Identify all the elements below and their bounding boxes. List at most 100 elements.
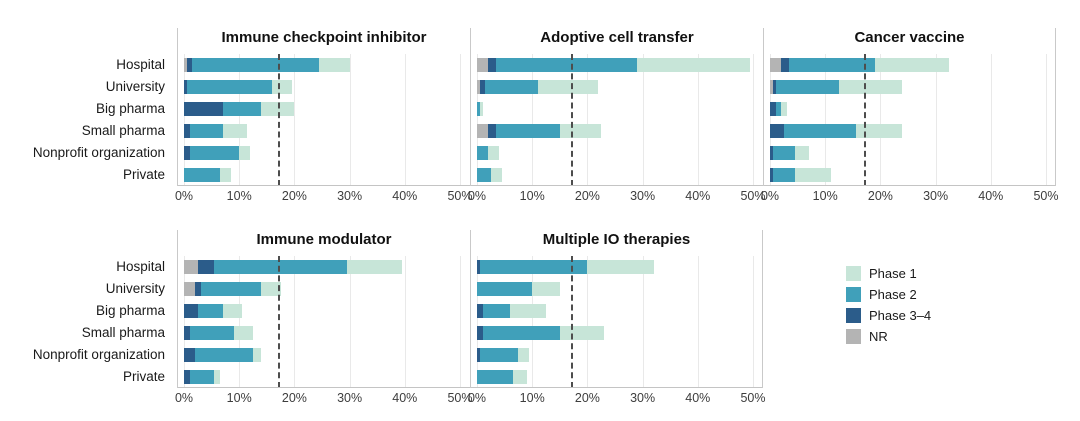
legend-item-phase-3-4: Phase 3–4 [846, 308, 931, 323]
gridline [990, 54, 992, 186]
bar-segment-phase-1 [239, 146, 251, 160]
bar-segment-phase-1 [874, 58, 950, 72]
bar-segment-phase-1 [261, 102, 295, 116]
gridline [642, 256, 644, 388]
bar-segment-phase-1 [233, 326, 253, 340]
bar-segment-phase-2 [783, 124, 856, 138]
category-label-private: Private [122, 167, 165, 182]
gridline [184, 54, 185, 186]
x-tick-label: 40% [392, 189, 418, 203]
bar-segment-phase-1 [532, 282, 560, 296]
bar-row-small-pharma [477, 124, 602, 138]
gridline [404, 54, 406, 186]
bar-segment-phase-3-4 [770, 146, 773, 160]
bar-segment-phase-1 [559, 124, 602, 138]
bar-row-small-pharma [184, 124, 248, 138]
bar-segment-nr [477, 124, 489, 138]
x-tick-label: 50% [447, 189, 473, 203]
bar-segment-phase-3-4 [770, 102, 776, 116]
bar-segment-phase-1 [587, 260, 654, 274]
bar-row-big-pharma [770, 102, 787, 116]
bar-segment-phase-2 [789, 58, 875, 72]
bar-segment-phase-2 [477, 168, 491, 182]
bar-segment-phase-3-4 [184, 326, 190, 340]
gridline [349, 54, 351, 186]
bar-row-nonprofit-organization [184, 348, 262, 362]
bar-segment-phase-2 [772, 168, 795, 182]
x-tick-label: 0% [174, 189, 194, 203]
gridline [532, 256, 534, 388]
bar-segment-phase-1 [222, 304, 242, 318]
panel-title: Adoptive cell transfer [540, 29, 694, 46]
legend-item-nr: NR [846, 329, 931, 344]
gridline [587, 54, 589, 186]
panel-multiple-io-therapies: Multiple IO therapies 0% 10% 20% 30% 40% 50% [468, 230, 766, 405]
bar-segment-phase-3-4 [477, 348, 480, 362]
bar-segment-phase-3-4 [197, 260, 215, 274]
category-label-hospital: Hospital [116, 57, 165, 72]
bar-segment-phase-1 [214, 370, 220, 384]
bar-segment-phase-1 [559, 326, 604, 340]
x-tick-label: 20% [281, 391, 307, 405]
x-tick-label: 20% [867, 189, 893, 203]
bar-segment-phase-2 [195, 348, 253, 362]
bar-row-private [770, 168, 831, 182]
gridline [184, 256, 185, 388]
reference-line [277, 54, 280, 186]
bar-segment-phase-1 [319, 58, 350, 72]
bar-segment-phase-3-4 [477, 326, 483, 340]
bar-segment-phase-3-4 [184, 304, 198, 318]
bar-segment-phase-3-4 [488, 124, 497, 138]
plot-area [764, 54, 1055, 186]
gridline [294, 54, 296, 186]
bar-segment-phase-3-4 [477, 304, 483, 318]
gridline [404, 256, 406, 388]
category-label-small-pharma: Small pharma [81, 325, 165, 340]
category-label-big-pharma: Big pharma [95, 101, 165, 116]
gridline [1046, 54, 1047, 186]
bar-segment-phase-1 [252, 348, 262, 362]
bar-segment-phase-3-4 [781, 58, 790, 72]
bar-row-university [477, 282, 560, 296]
panel-cancer-vaccine: Cancer vaccine 0% 10% 20% 30% 40% 50% [761, 28, 1059, 203]
x-tick-label: 0% [760, 189, 780, 203]
bar-segment-phase-3-4 [770, 168, 773, 182]
bar-segment-phase-3-4 [479, 80, 486, 94]
plot-area [178, 256, 470, 388]
x-tick-label: 30% [923, 189, 949, 203]
x-tick-label: 10% [226, 189, 252, 203]
category-label-nonprofit-organization: Nonprofit organization [32, 145, 165, 160]
bar-segment-phase-1 [838, 80, 903, 94]
bar-row-nonprofit-organization [770, 146, 809, 160]
x-axis-line [178, 387, 470, 388]
bar-segment-nr [477, 58, 489, 72]
bar-segment-nr [184, 58, 187, 72]
gridline [770, 54, 771, 186]
legend-label: Phase 3–4 [869, 308, 932, 323]
x-axis-line [178, 185, 470, 186]
legend-label: NR [869, 329, 888, 344]
gridline [460, 54, 461, 186]
x-axis-ticks: 0% 10% 20% 30% 40% 50% [468, 186, 766, 203]
category-labels: Hospital University Big pharma Small pharma… [0, 54, 171, 186]
panel-title: Cancer vaccine [854, 29, 965, 46]
bar-row-small-pharma [770, 124, 903, 138]
bar-segment-phase-2 [479, 260, 588, 274]
bar-segment-nr [770, 58, 782, 72]
bar-row-university [184, 80, 292, 94]
bar-segment-phase-1 [479, 102, 483, 116]
gridline [697, 256, 699, 388]
x-tick-label: 40% [392, 391, 418, 405]
bar-segment-phase-3-4 [477, 260, 480, 274]
bar-row-private [477, 370, 527, 384]
category-label-big-pharma: Big pharma [95, 303, 165, 318]
bar-row-university [770, 80, 903, 94]
x-tick-label: 40% [685, 391, 711, 405]
category-label-hospital: Hospital [116, 259, 165, 274]
bar-segment-phase-1 [346, 260, 402, 274]
bar-segment-phase-3-4 [184, 80, 187, 94]
bar-row-small-pharma [477, 326, 604, 340]
x-axis-ticks: 0% 10% 20% 30% 40% 50% [760, 186, 1059, 203]
bar-segment-phase-2 [485, 80, 538, 94]
bar-segment-phase-1 [518, 348, 530, 362]
